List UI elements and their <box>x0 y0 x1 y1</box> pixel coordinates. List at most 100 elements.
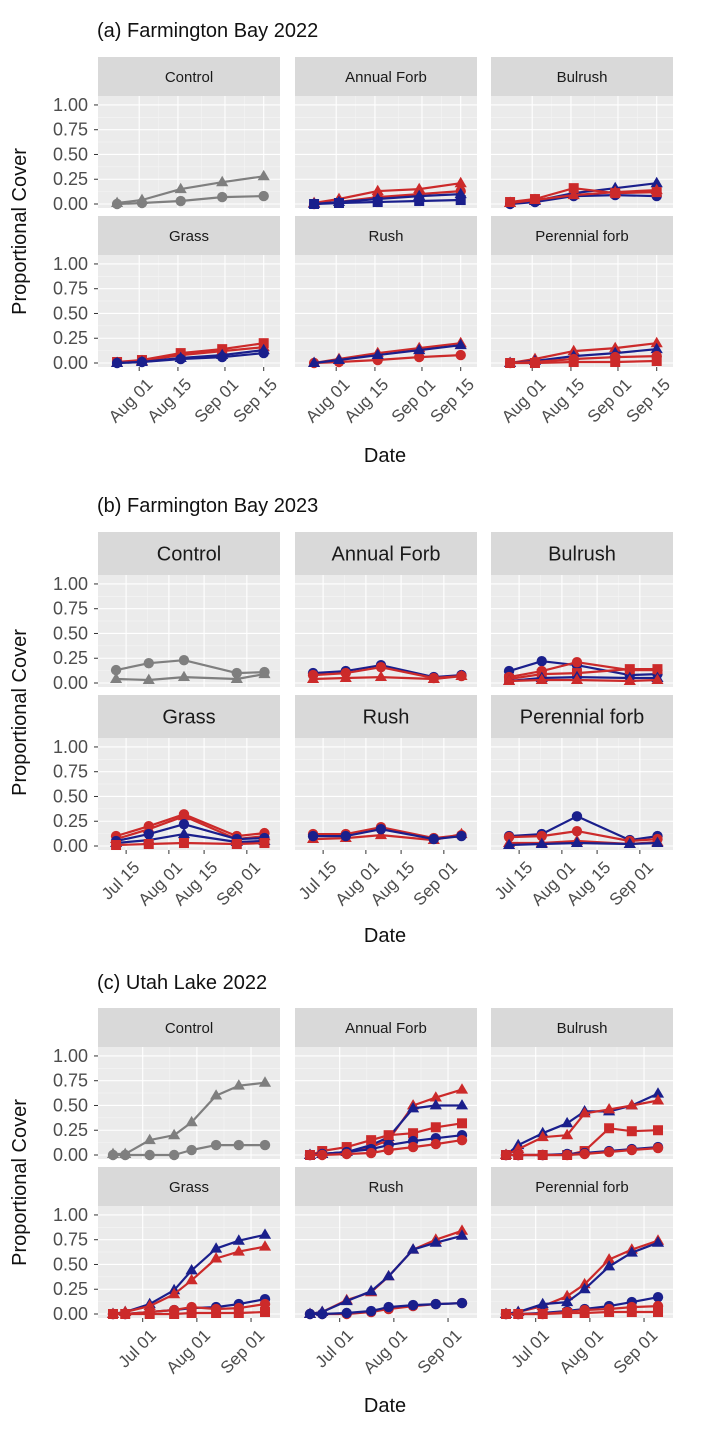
facet-panel: Grass 0.00 0.25 0.50 0.75 1.00 Jul 01 Aug 01 Sep… <box>53 1167 280 1377</box>
x-tick-label: Sep 01 <box>410 858 462 910</box>
data-point-square <box>457 1118 468 1129</box>
data-point-triangle <box>232 1245 245 1256</box>
x-axis-title: Date <box>364 925 406 947</box>
data-point-triangle <box>650 342 663 354</box>
y-tick-label: 0.00 <box>53 673 88 693</box>
data-point-square <box>529 358 540 368</box>
data-point-circle <box>456 1134 468 1146</box>
x-tick-label: Aug 01 <box>556 1326 608 1378</box>
data-point-circle <box>571 825 583 837</box>
data-point-triangle <box>177 827 190 839</box>
y-axis-title: Proportional Cover <box>9 1099 31 1266</box>
data-point-triangle <box>651 673 664 684</box>
data-point-triangle <box>625 1246 638 1257</box>
data-point-square <box>652 664 663 675</box>
panel-background <box>295 738 477 850</box>
data-point-square <box>211 1308 222 1319</box>
panel-background <box>491 255 673 367</box>
data-point-circle <box>430 1298 441 1310</box>
x-tick-label: Sep 01 <box>414 1326 466 1378</box>
data-point-square <box>259 838 270 849</box>
data-point-circle <box>375 823 387 835</box>
data-point-circle <box>258 190 269 202</box>
data-point-triangle <box>382 1270 395 1281</box>
y-tick-label: 0.50 <box>53 786 88 806</box>
data-point-circle <box>652 1142 664 1154</box>
facet-strip <box>491 57 673 96</box>
data-point-square <box>562 1308 573 1319</box>
data-point-triangle <box>413 189 426 200</box>
data-point-triangle <box>216 348 229 359</box>
data-point-circle <box>407 1299 419 1311</box>
data-point-triangle <box>503 674 516 685</box>
x-tick-label: Aug 15 <box>341 375 393 427</box>
data-point-circle <box>178 819 190 830</box>
x-tick-label: Sep 15 <box>426 375 478 427</box>
data-point-circle <box>317 1308 328 1320</box>
x-tick-label: Sep 01 <box>606 858 658 910</box>
data-point-triangle <box>603 1253 616 1264</box>
data-point-triangle <box>307 672 320 683</box>
data-point-circle <box>500 1149 512 1161</box>
facet-strip <box>295 57 477 96</box>
chart-section: (c) Utah Lake 2022 Control 0.00 0.25 0.50 0.7… <box>9 972 673 1417</box>
facet-label: Rush <box>368 1179 403 1196</box>
panel-background <box>98 255 280 367</box>
data-point-triangle <box>561 1295 574 1307</box>
facet-label: Rush <box>368 228 403 245</box>
panel-background <box>295 255 477 367</box>
data-point-circle <box>340 830 351 842</box>
facet-strip <box>98 57 280 96</box>
data-point-square <box>144 1309 155 1319</box>
data-point-triangle <box>216 175 229 187</box>
data-point-triangle <box>455 1083 469 1094</box>
data-point-triangle <box>413 343 426 355</box>
panel-background <box>491 1206 673 1318</box>
data-point-triangle <box>339 671 352 682</box>
facet-strip <box>98 1167 280 1206</box>
data-point-triangle <box>407 1102 420 1113</box>
data-point-triangle <box>455 669 468 680</box>
data-point-triangle <box>528 193 541 204</box>
data-point-circle <box>456 830 467 842</box>
data-point-triangle <box>374 670 387 681</box>
facet-panel: Annual Forb <box>295 1008 477 1161</box>
data-point-square <box>626 1307 637 1318</box>
data-point-triangle <box>651 836 664 847</box>
data-point-triangle <box>504 196 517 207</box>
x-tick-label: Sep 01 <box>213 858 265 910</box>
data-point-triangle <box>625 1099 638 1110</box>
data-point-circle <box>375 661 387 673</box>
data-point-triangle <box>503 838 516 849</box>
data-point-triangle <box>567 188 580 200</box>
x-axis-title: Date <box>364 445 406 467</box>
data-point-triangle <box>623 674 636 685</box>
data-point-circle <box>513 1149 524 1161</box>
section-title: (c) Utah Lake 2022 <box>97 972 267 994</box>
y-tick-label: 0.75 <box>53 599 88 619</box>
panel-background <box>98 96 280 208</box>
x-axis-title: Date <box>364 1395 406 1417</box>
data-point-circle <box>626 1144 637 1156</box>
data-point-square <box>231 839 242 850</box>
data-point-triangle <box>371 192 384 203</box>
y-tick-label: 0.00 <box>53 836 88 856</box>
data-point-triangle <box>232 1234 245 1245</box>
data-point-triangle <box>536 1297 549 1309</box>
data-point-circle <box>455 349 466 361</box>
data-point-square <box>169 1309 180 1319</box>
y-tick-label: 1.00 <box>53 1205 88 1225</box>
x-tick-label: Sep 15 <box>622 375 674 427</box>
facet-strip <box>98 216 280 255</box>
data-point-square <box>186 1308 197 1319</box>
y-tick-label: 0.25 <box>53 648 88 668</box>
data-point-circle <box>259 1298 271 1310</box>
y-tick-label: 0.50 <box>53 303 88 323</box>
data-point-triangle <box>455 1229 469 1240</box>
data-point-circle <box>111 198 123 210</box>
y-tick-label: 1.00 <box>53 1046 88 1066</box>
facet-panel: Perennial forb Jul 01 Aug 01 Sep 01 <box>491 1167 673 1377</box>
data-point-circle <box>571 657 583 668</box>
